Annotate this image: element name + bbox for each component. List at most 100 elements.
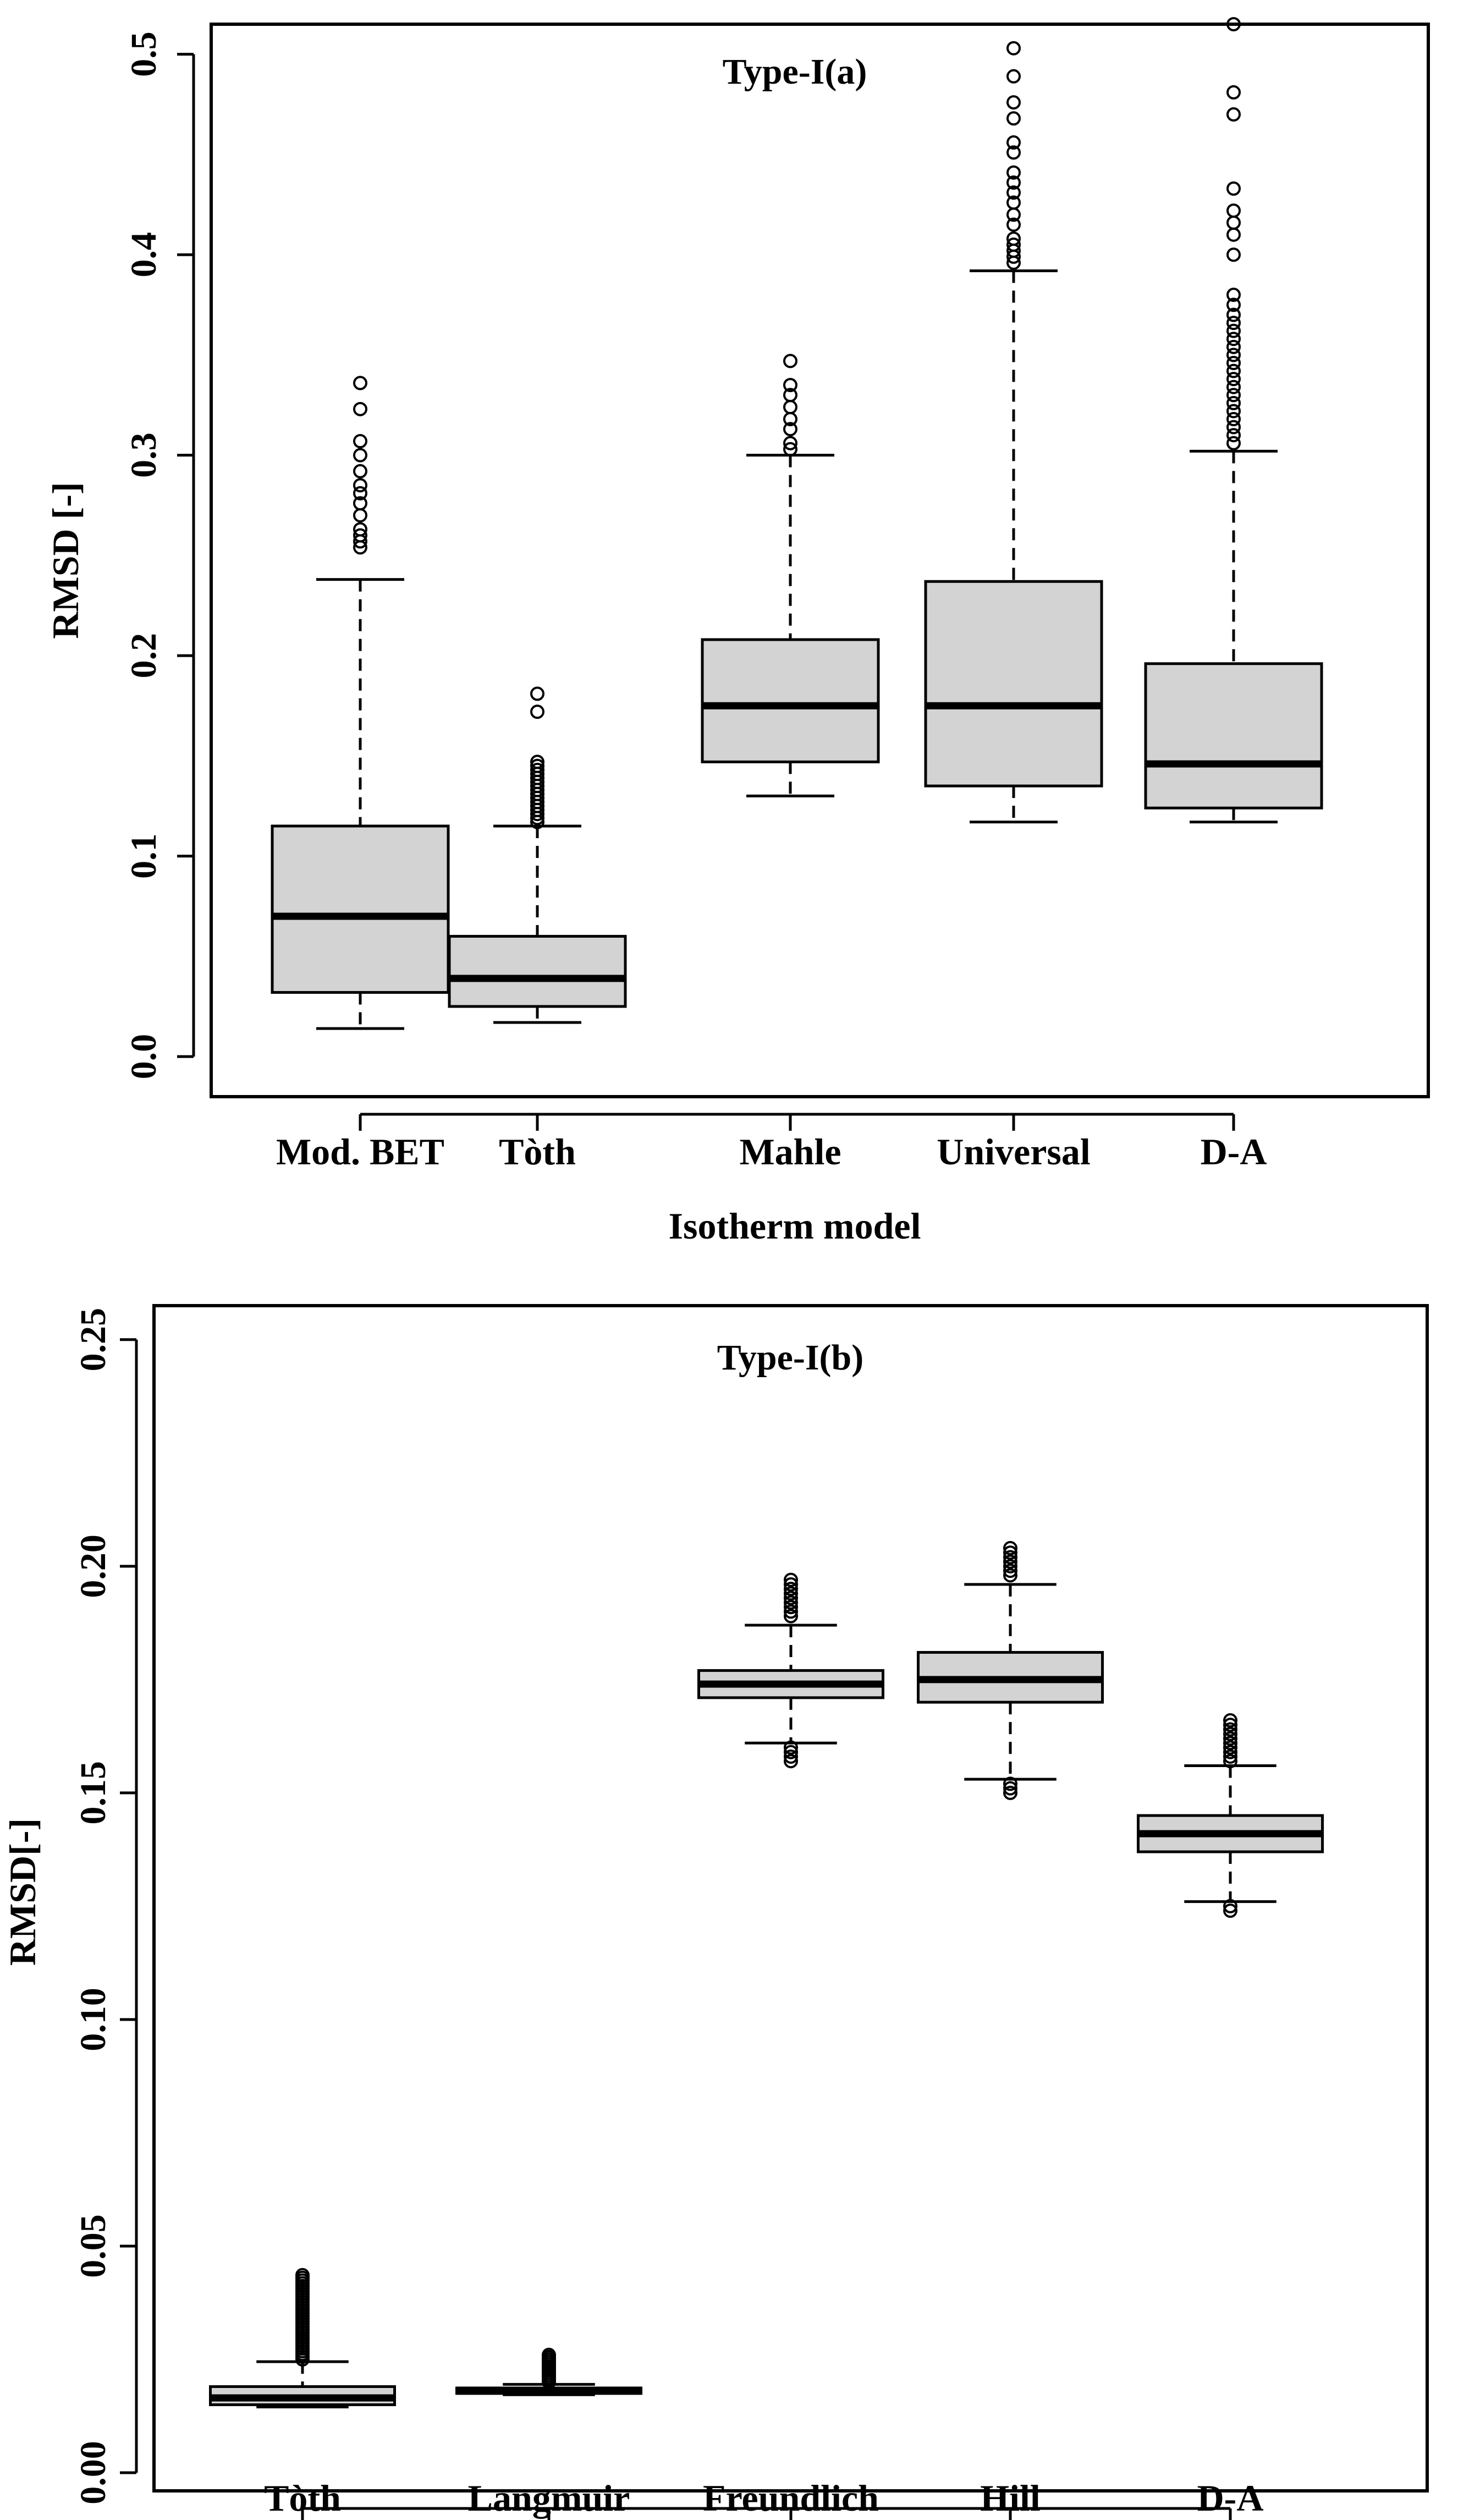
panel-type-1b: Type-I(b) RMSD[-] 0.000.050.100.150.200.… xyxy=(2,1304,1429,2520)
outlier-point xyxy=(1226,298,1241,312)
outlier-point xyxy=(783,422,797,437)
x-tick-label: Universal xyxy=(937,1131,1091,1173)
outlier-point xyxy=(1223,1749,1237,1764)
outlier-point xyxy=(1226,332,1241,346)
panel-title: Type-I(b) xyxy=(717,1338,863,1378)
box-mod-bet xyxy=(271,376,450,1030)
boxes xyxy=(209,1540,1324,2409)
y-tick-label: 0.10 xyxy=(73,1988,113,2051)
outlier-point xyxy=(784,1609,798,1624)
outlier-point xyxy=(353,486,367,500)
outlier-point xyxy=(1223,1736,1237,1751)
iqr-box xyxy=(701,638,880,763)
y-tick-label: 0.05 xyxy=(73,2214,113,2277)
outlier-point xyxy=(1003,1550,1017,1565)
outlier-point xyxy=(1226,107,1241,122)
outlier-point xyxy=(784,1604,798,1619)
outlier-point xyxy=(1006,237,1021,252)
outlier-point xyxy=(1003,1554,1017,1569)
outlier-point xyxy=(353,376,367,390)
plot-frame xyxy=(210,23,1430,1098)
outlier-point xyxy=(1226,355,1241,370)
outlier-point xyxy=(1006,165,1021,180)
outlier-point xyxy=(353,464,367,478)
outlier-point xyxy=(1003,1540,1017,1555)
outlier-point xyxy=(784,1577,798,1592)
outlier-point xyxy=(1226,404,1241,419)
boxes xyxy=(271,17,1323,1030)
outlier-point xyxy=(1006,111,1021,126)
outlier-point xyxy=(784,1749,798,1764)
y-axis-label: RMSD[-] xyxy=(2,1818,43,1966)
x-tick-label: Tòth xyxy=(264,2477,341,2519)
outlier-point xyxy=(1226,388,1241,403)
outlier-point xyxy=(1003,1785,1017,1800)
y-tick-label: 0.20 xyxy=(73,1534,113,1598)
outlier-point xyxy=(1226,428,1241,443)
outlier-point xyxy=(783,436,797,450)
outlier-point xyxy=(784,1595,798,1610)
box-d-a xyxy=(1137,1713,1324,1918)
outlier-point xyxy=(1226,339,1241,354)
box-hill xyxy=(917,1540,1104,1800)
outlier-point xyxy=(1223,1726,1237,1741)
iqr-box xyxy=(448,934,627,1008)
outlier-point xyxy=(784,1754,798,1769)
x-axis-label: Isotherm model xyxy=(669,1205,921,1247)
outlier-point xyxy=(784,1582,798,1597)
x-tick-label: Mahle xyxy=(739,1131,841,1173)
outlier-point xyxy=(783,378,797,393)
iqr-box xyxy=(924,580,1103,788)
outlier-point xyxy=(1006,135,1021,150)
x-tick-label: Freundlich xyxy=(703,2477,879,2519)
box-freundlich xyxy=(697,1572,884,1769)
outlier-point xyxy=(784,1745,798,1759)
outlier-point xyxy=(1223,1722,1237,1737)
x-tick-label: Tòth xyxy=(499,1131,576,1173)
outlier-point xyxy=(1006,69,1021,84)
outlier-point xyxy=(530,705,544,719)
outlier-point xyxy=(1003,1568,1017,1583)
y-tick-label: 0.15 xyxy=(73,1761,113,1825)
outlier-point xyxy=(1226,181,1241,196)
outlier-point xyxy=(1003,1776,1017,1791)
outlier-point xyxy=(1006,41,1021,56)
panel-type-1a: Type-I(a) RMSD [-] Isotherm model 0.0 0.1… xyxy=(45,17,1430,1247)
iqr-box xyxy=(1144,662,1323,810)
outlier-point xyxy=(783,354,797,368)
outlier-point xyxy=(1006,95,1021,110)
outlier-point xyxy=(1003,1564,1017,1578)
box-d-a xyxy=(1144,17,1323,824)
outlier-point xyxy=(783,388,797,403)
iqr-box xyxy=(271,824,450,994)
box-universal xyxy=(924,41,1103,824)
outlier-point xyxy=(1226,348,1241,362)
outlier-point xyxy=(1226,288,1241,302)
outlier-point xyxy=(1223,1740,1237,1755)
outlier-point xyxy=(784,1740,798,1755)
outlier-point xyxy=(1006,185,1021,200)
outlier-point xyxy=(530,686,544,701)
box-t-th xyxy=(448,686,627,1024)
outlier-point xyxy=(353,448,367,463)
y-tick-label: 0.25 xyxy=(73,1308,113,1372)
outlier-point xyxy=(353,434,367,449)
outlier-point xyxy=(1226,307,1241,322)
outlier-point xyxy=(1006,175,1021,190)
outlier-point xyxy=(1003,1559,1017,1573)
outlier-point xyxy=(530,755,544,769)
outlier-point xyxy=(353,478,367,493)
outlier-point xyxy=(784,1572,798,1587)
outlier-point xyxy=(1223,1731,1237,1746)
outlier-point xyxy=(530,758,544,773)
outlier-point xyxy=(1006,217,1021,232)
outlier-point xyxy=(1223,1718,1237,1732)
y-tick-label: 0.4 xyxy=(124,232,164,278)
outlier-point xyxy=(1226,247,1241,262)
outlier-point xyxy=(1226,323,1241,338)
outlier-point xyxy=(530,762,544,777)
y-axis: 0.00 0.05 0.10 0.15 0.20 0.25 Tòth Langmuir Freu… xyxy=(73,1308,1263,2520)
outlier-point xyxy=(295,2268,310,2282)
outlier-point xyxy=(1006,232,1021,246)
